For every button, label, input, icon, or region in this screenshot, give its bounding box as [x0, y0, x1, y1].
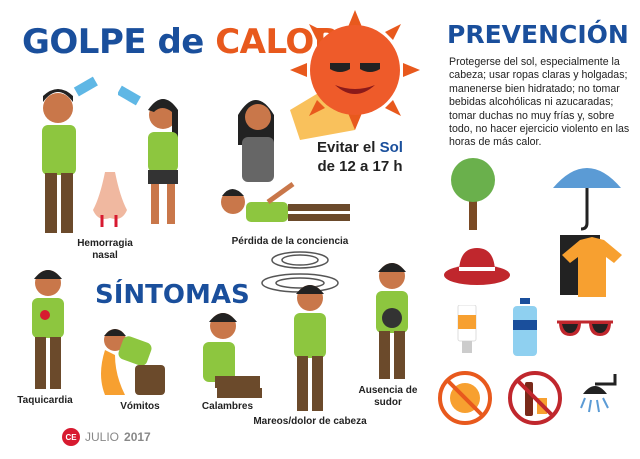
sun-message-prefix: Evitar el: [317, 139, 376, 156]
no-sun-icon: [438, 371, 492, 425]
water-bottle-icon: [513, 298, 537, 356]
no-alcohol-icon: [508, 371, 562, 425]
sun-icon: [290, 10, 420, 140]
label-ausencia-sudor: Ausencia de sudor: [358, 385, 418, 408]
person-vomiting: [101, 329, 165, 395]
person-drinking-woman: [118, 85, 178, 224]
sun-message-highlight: Sol: [379, 139, 403, 156]
sun-message: Evitar el Sol de 12 a 17 h: [305, 138, 415, 176]
person-dizzy: [294, 285, 326, 411]
label-taquicardia: Taquicardia: [17, 395, 73, 406]
nose-bleed-icon: [93, 172, 127, 227]
footer-month: JULIO: [85, 430, 120, 444]
title-part1: GOLPE de: [22, 22, 204, 62]
fainted-person: [221, 181, 350, 222]
label-hemorragia: Hemorragia nasal: [77, 238, 133, 261]
ce-logo: CE: [62, 428, 80, 446]
shirt-icon: [560, 235, 622, 297]
label-mareos: Mareos/dolor de cabeza: [253, 416, 367, 427]
person-cramps: [203, 313, 262, 398]
symptoms-title: SÍNTOMAS: [95, 280, 250, 310]
hat-icon: [444, 248, 510, 285]
sunscreen-icon: [457, 305, 477, 353]
person-taquicardia: [32, 270, 64, 389]
person-drinking-man: [42, 76, 98, 233]
prevention-text: Protegerse del sol, especialmente la cab…: [449, 56, 630, 149]
footer: CE JULIO 2017: [62, 428, 151, 446]
shower-icon: [580, 374, 617, 413]
umbrella-icon: [553, 168, 621, 231]
tree-icon: [451, 158, 495, 230]
label-calambres: Calambres: [201, 401, 254, 412]
label-vomitos: Vómitos: [120, 401, 160, 412]
footer-year: 2017: [124, 430, 151, 444]
person-no-sweat: [376, 263, 408, 379]
label-perdida-conciencia: Pérdida de la conciencia: [231, 236, 349, 247]
page-title: GOLPE de CALOR: [22, 22, 340, 62]
woman-sun-figure: [238, 100, 274, 182]
sun-message-hours: de 12 a 17 h: [317, 158, 403, 175]
prevention-title: PREVENCIÓN: [447, 20, 629, 49]
sunglasses-icon: [557, 320, 613, 336]
